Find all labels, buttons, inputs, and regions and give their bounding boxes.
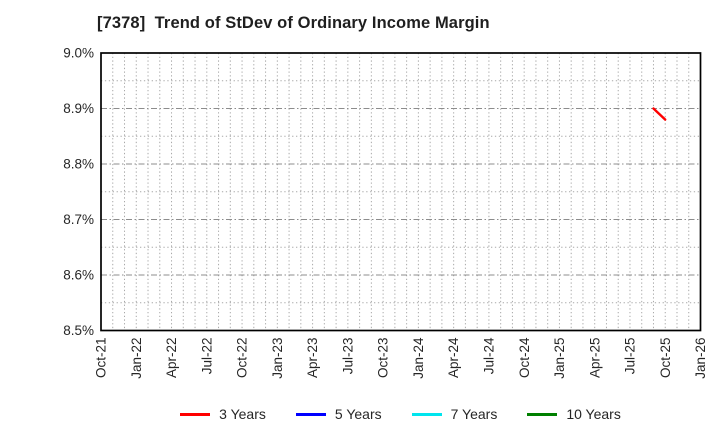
x-tick-label: Apr-24 — [446, 337, 461, 378]
x-tick-label: Oct-25 — [658, 338, 673, 379]
y-axis-labels: 9.0% 8.9% 8.8% 8.7% 8.6% 8.5% — [63, 46, 94, 339]
legend-item-5-years: 5 Years — [295, 406, 382, 422]
x-tick-label: Oct-22 — [235, 338, 250, 379]
x-tick-label: Jul-23 — [340, 338, 355, 375]
x-tick-label: Jan-25 — [552, 338, 567, 379]
grid-horizontal-minor — [101, 80, 701, 304]
x-tick-label: Oct-21 — [94, 338, 109, 379]
plot-border — [100, 52, 702, 332]
x-tick-label: Jul-25 — [623, 338, 638, 375]
y-tick-label: 9.0% — [63, 46, 94, 61]
legend-line-swatch — [295, 412, 326, 416]
legend-label: 5 Years — [334, 406, 382, 422]
legend-item-3-years: 3 Years — [180, 407, 266, 421]
x-tick-label: Jan-22 — [129, 338, 144, 379]
legend-item-7-years: 7 Years — [411, 406, 498, 422]
x-tick-label: Jul-22 — [199, 338, 214, 375]
legend-label: 7 Years — [450, 406, 498, 422]
x-tick-label: Jan-23 — [270, 338, 285, 379]
x-tick-label: Oct-24 — [517, 337, 532, 378]
x-tick-label: Oct-23 — [376, 338, 391, 379]
y-tick-label: 8.8% — [63, 157, 94, 172]
x-tick-label: Apr-22 — [164, 338, 179, 379]
legend-label: 3 Years — [219, 406, 266, 422]
legend-item-10-years: 10 Years — [527, 407, 621, 421]
y-tick-label: 8.9% — [63, 101, 94, 116]
legend-line-swatch — [527, 412, 558, 416]
y-tick-label: 8.5% — [63, 323, 94, 338]
y-tick-label: 8.6% — [63, 268, 94, 283]
legend-label: 10 Years — [566, 406, 621, 422]
x-tick-label: Apr-25 — [587, 338, 602, 379]
x-tick-label: Apr-23 — [305, 338, 320, 379]
chart-legend: 3 Years 5 Years 7 Years 10 Years — [101, 403, 700, 425]
legend-line-swatch — [411, 412, 442, 416]
chart-title: [7378] Trend of StDev of Ordinary Income… — [97, 14, 490, 32]
x-tick-label: Jan-24 — [411, 337, 426, 379]
y-tick-label: 8.7% — [63, 212, 94, 227]
series-lines — [652, 107, 667, 121]
x-tick-label: Jan-26 — [693, 338, 708, 379]
x-tick-label: Jul-24 — [482, 337, 497, 374]
series-line-3-years — [652, 107, 667, 121]
x-axis-labels: Oct-21 Jan-22 Apr-22 Jul-22 Oct-22 Jan-23 Apr-… — [94, 337, 709, 379]
legend-line-swatch — [180, 412, 211, 416]
